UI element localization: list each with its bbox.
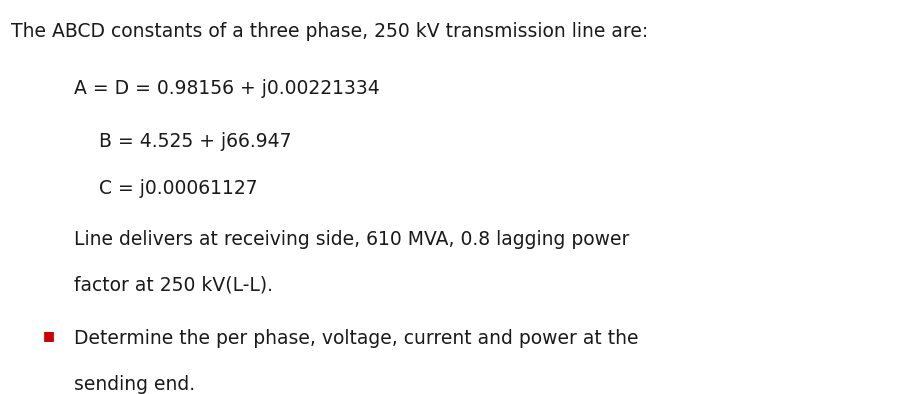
Text: ■: ■ <box>43 329 55 342</box>
Text: sending end.: sending end. <box>74 375 195 394</box>
Text: B = 4.525 + j66.947: B = 4.525 + j66.947 <box>99 132 292 151</box>
Text: A = D = 0.98156 + j0.00221334: A = D = 0.98156 + j0.00221334 <box>74 79 379 98</box>
Text: C = j0.00061127: C = j0.00061127 <box>99 179 258 198</box>
Text: The ABCD constants of a three phase, 250 kV transmission line are:: The ABCD constants of a three phase, 250… <box>11 22 648 41</box>
Text: factor at 250 kV(L-L).: factor at 250 kV(L-L). <box>74 276 273 295</box>
Text: Determine the per phase, voltage, current and power at the: Determine the per phase, voltage, curren… <box>74 329 639 348</box>
Text: Line delivers at receiving side, 610 MVA, 0.8 lagging power: Line delivers at receiving side, 610 MVA… <box>74 230 629 249</box>
